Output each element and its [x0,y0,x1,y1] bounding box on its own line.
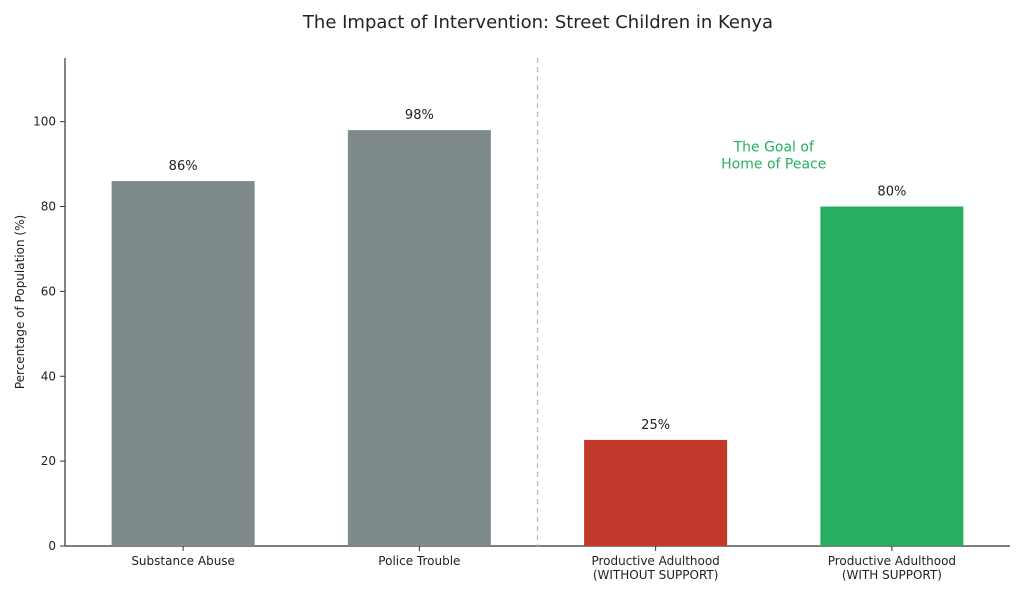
bar-value-label: 25% [641,418,670,433]
x-tick-label: Productive Adulthood [591,554,719,568]
bar [111,181,255,547]
y-tick-label: 60 [41,284,56,298]
bar-value-label: 86% [169,159,198,174]
y-tick-label: 40 [41,369,56,383]
x-tick-label: Substance Abuse [131,554,235,568]
y-tick-label: 20 [41,454,56,468]
bar-value-label: 98% [405,108,434,123]
y-tick-label: 100 [33,115,56,129]
x-tick-label: (WITH SUPPORT) [842,568,942,582]
x-tick-label: Productive Adulthood [828,554,956,568]
annotation-text: Home of Peace [721,157,826,173]
annotation-text: The Goal of [733,140,815,156]
y-tick-label: 0 [48,539,56,553]
bar-value-label: 80% [877,185,906,200]
bar [584,439,728,546]
y-tick-label: 80 [41,200,56,214]
chart-title: The Impact of Intervention: Street Child… [302,12,773,33]
x-tick-label: Police Trouble [378,554,460,568]
bar [820,206,964,547]
y-axis-label: Percentage of Population (%) [13,215,27,389]
x-tick-label: (WITHOUT SUPPORT) [593,568,719,582]
bar [347,130,491,546]
